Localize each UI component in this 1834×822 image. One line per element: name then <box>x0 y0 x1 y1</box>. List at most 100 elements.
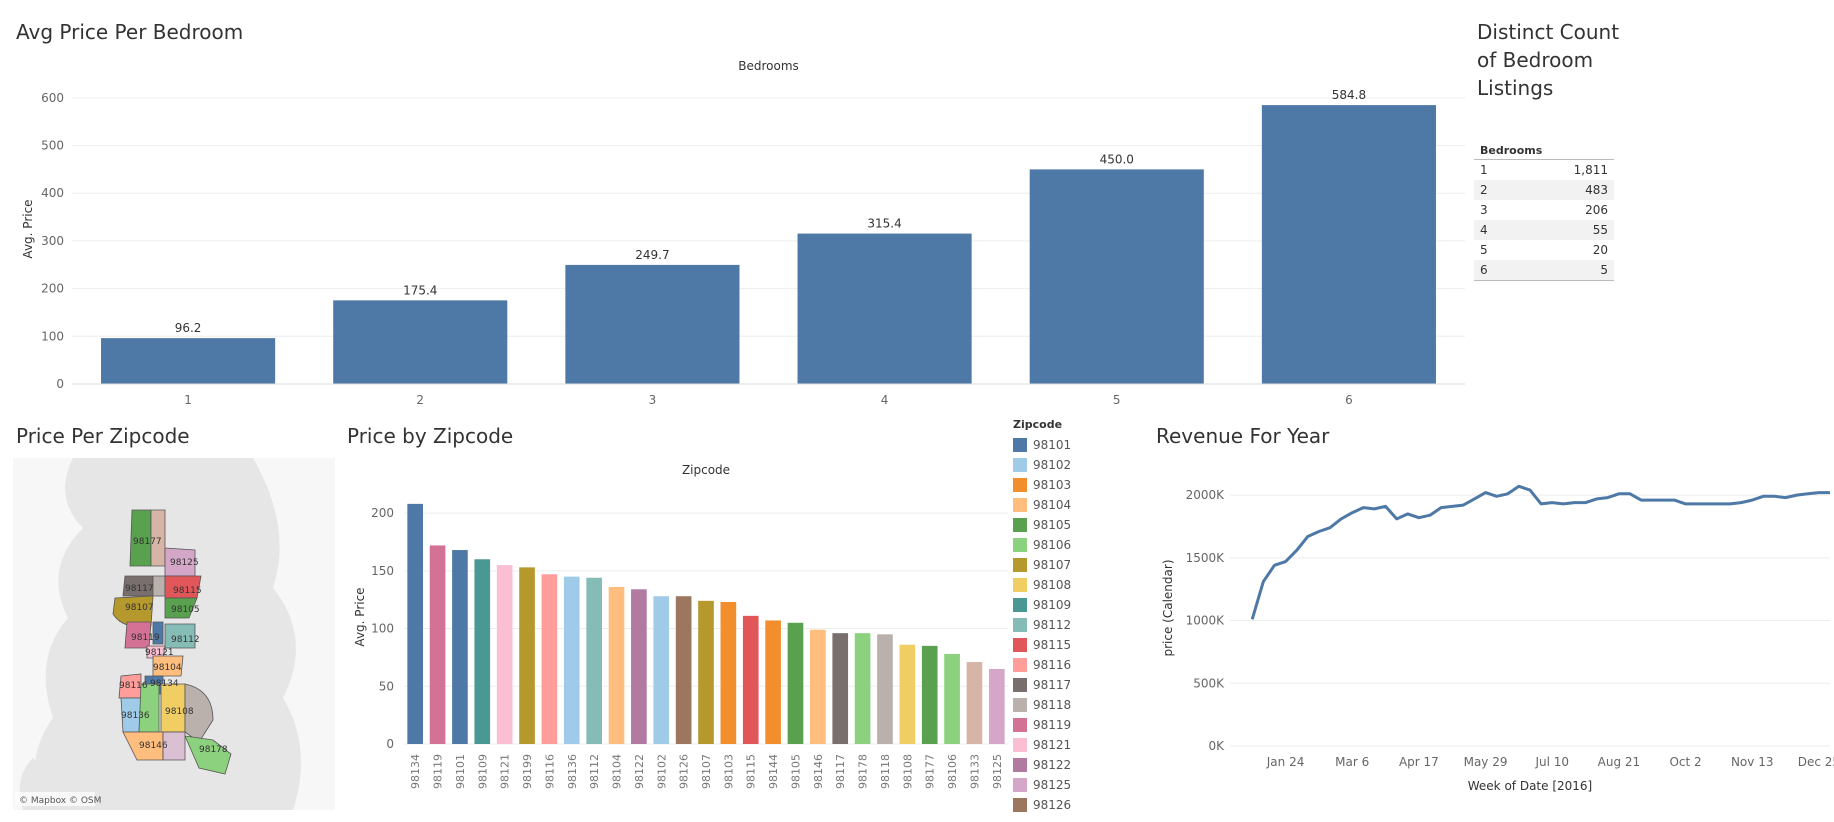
legend-item[interactable]: 98107 <box>1013 555 1071 575</box>
x-tick-label: 98121 <box>499 754 512 789</box>
zipcode-bar[interactable] <box>675 596 692 744</box>
x-tick-label: 98112 <box>588 754 601 789</box>
y-tick-label: 500K <box>1193 676 1225 690</box>
zipcode-bar[interactable] <box>474 559 491 744</box>
map-zip-label: 98178 <box>199 745 228 755</box>
zipcode-bar[interactable] <box>452 550 468 744</box>
count-cell: 55 <box>1515 220 1614 240</box>
zipcode-bar[interactable] <box>854 633 871 744</box>
zipcode-bar[interactable] <box>563 576 580 744</box>
x-tick-label: Jan 24 <box>1266 755 1305 769</box>
x-tick-label: Mar 6 <box>1335 755 1369 769</box>
map-attribution: © Mapbox © OSM <box>19 796 101 806</box>
zipcode-bar[interactable] <box>720 601 737 744</box>
legend-label: 98102 <box>1033 458 1072 472</box>
legend-item[interactable]: 98121 <box>1013 735 1071 755</box>
legend-label: 98115 <box>1033 638 1072 652</box>
zipcode-bar[interactable] <box>899 644 916 744</box>
legend-item[interactable]: 98102 <box>1013 455 1071 475</box>
zipcode-bar[interactable] <box>966 662 983 744</box>
y-tick-label: 50 <box>379 679 394 693</box>
legend-item[interactable]: 98108 <box>1013 575 1071 595</box>
zipcode-bar[interactable] <box>765 620 781 744</box>
zipcode-bar[interactable] <box>631 589 647 744</box>
count-cell: 206 <box>1585 203 1608 217</box>
x-tick-label: 98109 <box>476 754 489 789</box>
map-zip-label: 98112 <box>171 635 200 645</box>
legend-item[interactable]: 98118 <box>1013 695 1071 715</box>
zipcode-bar[interactable] <box>742 615 759 744</box>
bedroom-bar[interactable] <box>101 338 276 384</box>
legend-item[interactable]: 98126 <box>1013 795 1071 815</box>
bedroom-bar[interactable] <box>1029 169 1204 384</box>
legend-item[interactable]: 98104 <box>1013 495 1071 515</box>
zipcode-legend: Zipcode 98101 98102 98103 98104 98105 98106 98… <box>1013 418 1071 815</box>
map-zip-label: 98125 <box>170 558 199 568</box>
bedroom-bar[interactable] <box>797 233 972 384</box>
zipcode-map[interactable]: 98177 98125 98117 98115 98107 98105 9811… <box>13 458 335 810</box>
zipcode-bar[interactable] <box>877 634 893 744</box>
bedroom-bar[interactable] <box>565 264 740 384</box>
legend-label: 98107 <box>1033 558 1072 572</box>
legend-swatch <box>1013 498 1027 512</box>
map-zip-label: 98104 <box>153 663 182 673</box>
revenue-chart-title: Revenue For Year <box>1156 424 1330 448</box>
zip-chart-title: Price by Zipcode <box>347 424 514 448</box>
zipcode-bar[interactable] <box>407 503 424 744</box>
zipcode-bar[interactable] <box>653 596 670 744</box>
map-zip-label: 98105 <box>171 605 200 615</box>
x-tick-label: 98136 <box>566 754 579 789</box>
legend-item[interactable]: 98115 <box>1013 635 1071 655</box>
legend-item[interactable]: 98112 <box>1013 615 1071 635</box>
legend-item[interactable]: 98117 <box>1013 675 1071 695</box>
zipcode-bar[interactable] <box>698 600 714 744</box>
y-tick-label: 400 <box>41 186 64 200</box>
bar-value-label: 96.2 <box>175 321 202 335</box>
zipcode-bar[interactable] <box>519 567 535 744</box>
zipcode-bar[interactable] <box>787 622 804 744</box>
map-zip-label: 98177 <box>133 537 162 547</box>
zipcode-bar[interactable] <box>944 653 960 744</box>
zipcode-bar[interactable] <box>496 565 513 744</box>
count-cell: 5 <box>1515 260 1614 281</box>
revenue-series-line[interactable] <box>1250 484 1830 620</box>
legend-swatch <box>1013 518 1027 532</box>
zipcode-bar[interactable] <box>988 668 1005 744</box>
y-tick-label: 100 <box>41 329 64 343</box>
legend-swatch <box>1013 798 1027 812</box>
legend-item[interactable]: 98101 <box>1013 435 1071 455</box>
bedrooms-cell: 4 <box>1474 220 1516 240</box>
legend-label: 98126 <box>1033 798 1072 812</box>
map-zip-label: 98117 <box>125 584 154 594</box>
bedroom-bar[interactable] <box>1261 105 1436 384</box>
y-tick-label: 0 <box>386 737 394 751</box>
x-tick-label: 98115 <box>745 754 758 789</box>
bar-value-label: 249.7 <box>635 248 669 262</box>
legend-item[interactable]: 98109 <box>1013 595 1071 615</box>
legend-item[interactable]: 98119 <box>1013 715 1071 735</box>
zipcode-header: Zipcode <box>682 463 730 477</box>
zipcode-bar[interactable] <box>586 577 602 744</box>
legend-item[interactable]: 98105 <box>1013 515 1071 535</box>
legend-swatch <box>1013 598 1027 612</box>
zipcode-bar[interactable] <box>429 545 446 744</box>
zipcode-bar[interactable] <box>921 645 938 744</box>
bedroom-bar[interactable] <box>333 300 508 384</box>
map-zip-label: 98116 <box>119 681 148 691</box>
x-tick-label: 98104 <box>611 754 624 789</box>
legend-swatch <box>1013 638 1027 652</box>
zipcode-bar[interactable] <box>832 633 849 744</box>
map-zip-label: 98146 <box>139 741 168 751</box>
zipcode-bar[interactable] <box>810 629 826 744</box>
zipcode-bar[interactable] <box>541 574 558 744</box>
zipcode-bar[interactable] <box>608 586 625 744</box>
legend-item[interactable]: 98106 <box>1013 535 1071 555</box>
legend-item[interactable]: 98103 <box>1013 475 1071 495</box>
legend-swatch <box>1013 758 1027 772</box>
legend-item[interactable]: 98125 <box>1013 775 1071 795</box>
legend-item[interactable]: 98116 <box>1013 655 1071 675</box>
legend-item[interactable]: 98122 <box>1013 755 1071 775</box>
table-row: 5 20 <box>1474 240 1614 260</box>
x-tick-label: 98106 <box>946 754 959 789</box>
table-row: 3 206 <box>1474 200 1614 220</box>
